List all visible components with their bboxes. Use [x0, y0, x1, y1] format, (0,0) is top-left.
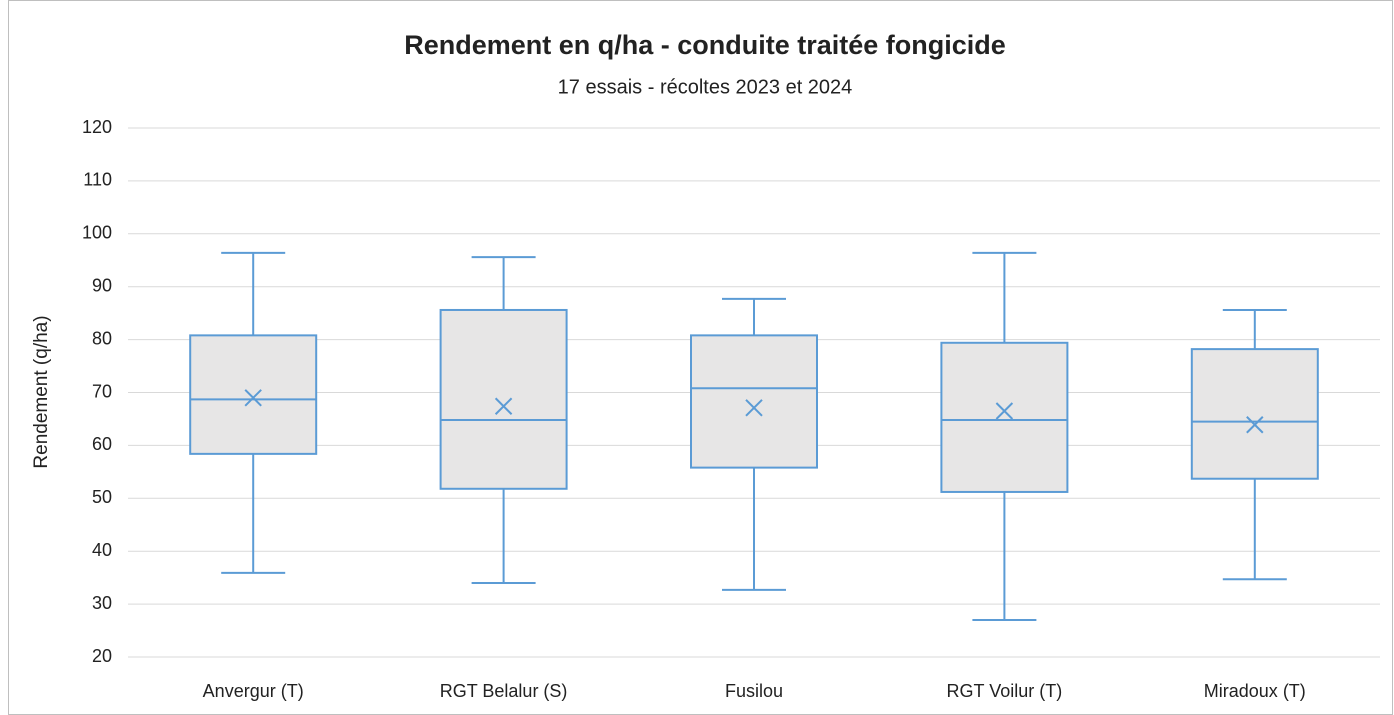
y-tick-label: 80 — [92, 328, 112, 348]
y-tick-label: 50 — [92, 487, 112, 507]
mean-marker — [995, 402, 1014, 420]
y-tick-label: 90 — [92, 275, 112, 295]
mean-marker — [745, 399, 763, 417]
y-tick-label: 60 — [92, 434, 112, 454]
x-tick-label: RGT Belalur (S) — [440, 681, 568, 701]
x-tick-label: Fusilou — [725, 681, 783, 701]
box — [690, 334, 818, 469]
x-tick-label: Miradoux (T) — [1204, 681, 1306, 701]
mean-marker — [1246, 416, 1264, 434]
box — [940, 341, 1069, 493]
chart-title: Rendement en q/ha - conduite traitée fon… — [404, 30, 1006, 60]
y-tick-label: 100 — [82, 223, 112, 243]
x-tick-label: RGT Voilur (T) — [947, 681, 1063, 701]
chart-subtitle: 17 essais - récoltes 2023 et 2024 — [558, 76, 853, 98]
y-tick-label: 30 — [92, 593, 112, 613]
y-tick-label: 120 — [82, 117, 112, 137]
y-tick-label: 40 — [92, 540, 112, 560]
x-tick-label: Anvergur (T) — [203, 681, 304, 701]
y-tick-label: 20 — [92, 646, 112, 666]
y-axis-label: Rendement (q/ha) — [31, 315, 52, 468]
box — [1190, 348, 1319, 480]
mean-marker — [494, 397, 513, 415]
y-tick-label: 70 — [92, 381, 112, 401]
mean-marker — [244, 389, 262, 407]
y-tick-label: 110 — [83, 170, 112, 190]
box — [439, 308, 568, 490]
box — [189, 334, 318, 455]
